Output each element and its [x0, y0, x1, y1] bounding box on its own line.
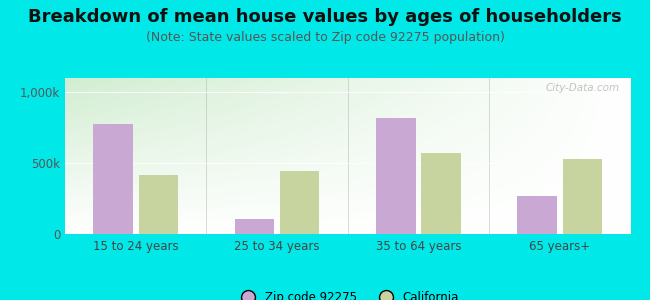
Bar — [94, 124, 133, 234]
Bar — [421, 153, 461, 234]
Text: (Note: State values scaled to Zip code 92275 population): (Note: State values scaled to Zip code 9… — [146, 32, 504, 44]
Text: City-Data.com: City-Data.com — [545, 83, 619, 93]
Bar — [517, 196, 557, 234]
Legend: Zip code 92275, California: Zip code 92275, California — [231, 287, 464, 300]
Bar — [280, 171, 319, 234]
Text: Breakdown of mean house values by ages of householders: Breakdown of mean house values by ages o… — [28, 8, 622, 26]
Bar — [138, 175, 178, 234]
Bar — [235, 219, 274, 234]
Bar — [376, 118, 415, 234]
Bar — [563, 159, 602, 234]
